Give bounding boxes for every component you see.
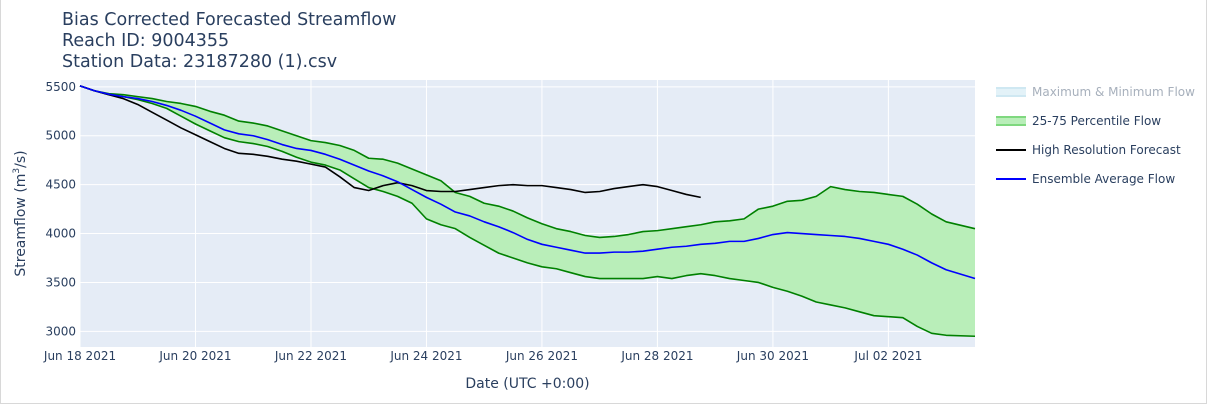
legend-label: 25-75 Percentile Flow xyxy=(1032,114,1162,128)
percentile-band xyxy=(80,85,975,337)
y-tick-label: 5000 xyxy=(45,129,76,143)
x-tick-label: Jun 30 2021 xyxy=(736,349,809,363)
legend-item[interactable]: Ensemble Average Flow xyxy=(996,169,1201,189)
x-tick-label: Jun 26 2021 xyxy=(505,349,578,363)
legend-swatch xyxy=(996,87,1026,97)
y-axis-title: Streamflow (m3/s) xyxy=(12,150,29,276)
legend-swatch xyxy=(996,173,1026,185)
chart-title: Bias Corrected Forecasted Streamflow Rea… xyxy=(62,10,396,73)
x-tick-label: Jun 20 2021 xyxy=(158,349,231,363)
percentile-75-line xyxy=(79,85,976,239)
y-tick-label: 5500 xyxy=(45,80,76,94)
x-tick-label: Jun 22 2021 xyxy=(274,349,347,363)
x-tick-label: Jun 24 2021 xyxy=(389,349,462,363)
x-axis-title: Date (UTC +0:00) xyxy=(465,376,589,392)
high-resolution-forecast-line xyxy=(79,85,701,199)
chart-title-line-1: Bias Corrected Forecasted Streamflow xyxy=(62,10,397,30)
y-tick-label: 4000 xyxy=(45,227,76,241)
legend-label: High Resolution Forecast xyxy=(1032,143,1181,157)
y-tick-label: 3500 xyxy=(45,275,76,289)
y-tick-label: 4500 xyxy=(45,178,76,192)
y-tick-label: 3000 xyxy=(45,324,76,338)
x-tick-label: Jun 28 2021 xyxy=(620,349,693,363)
legend-item[interactable]: Maximum & Minimum Flow xyxy=(996,82,1201,102)
ensemble-average-line xyxy=(79,85,976,280)
legend-swatch xyxy=(996,116,1026,126)
chart-title-line-2: Reach ID: 9004355 xyxy=(62,31,230,51)
x-tick-label: Jul 02 2021 xyxy=(853,349,922,363)
chart-title-line-3: Station Data: 23187280 (1).csv xyxy=(62,52,338,72)
legend-item[interactable]: 25-75 Percentile Flow xyxy=(996,111,1201,131)
legend-item[interactable]: High Resolution Forecast xyxy=(996,140,1201,160)
legend-label: Maximum & Minimum Flow xyxy=(1032,85,1195,99)
legend-swatch xyxy=(996,144,1026,156)
legend-label: Ensemble Average Flow xyxy=(1032,172,1176,186)
x-tick-label: Jun 18 2021 xyxy=(43,349,116,363)
percentile-25-line xyxy=(79,85,976,338)
